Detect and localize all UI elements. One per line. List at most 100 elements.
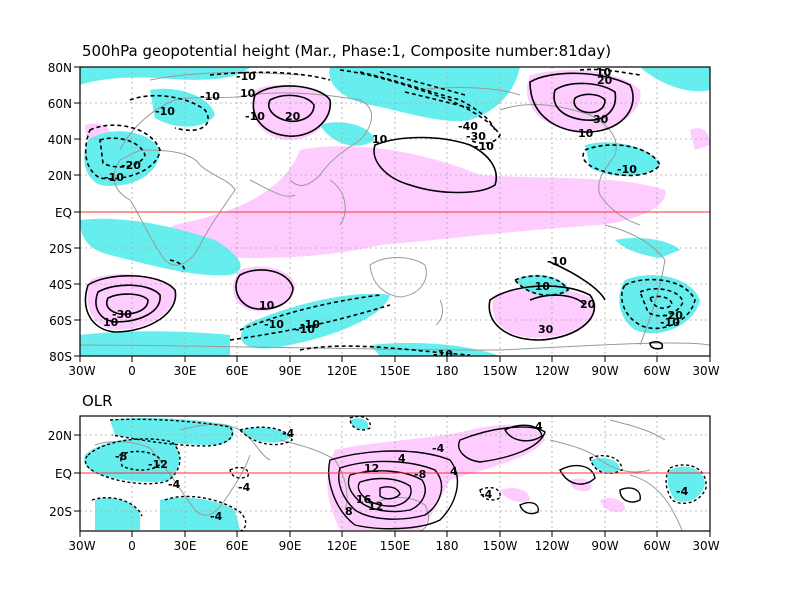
contour-label: -40 [458, 120, 478, 133]
contour-label: -20 [121, 159, 141, 172]
y-tick-label: 60N [48, 97, 72, 111]
contour-label: -4 [210, 510, 223, 523]
contour-label: -10 [433, 348, 453, 361]
bottom-map-panel: -8 -12 -4 -4 -4 -4 12 4 -8 4 16 12 8 -4 … [80, 416, 710, 531]
bottom-y-tick-labels: 20N EQ 20S [48, 429, 72, 519]
top-contour-labels: -10 10 -10 20 -10 10 -40 -30 -10 10 10 2… [103, 66, 683, 361]
contour-label: 10 [578, 127, 594, 140]
bottom-panel-title: OLR [82, 392, 113, 410]
contour-label: 10 [372, 133, 388, 146]
bottom-y-axis [74, 434, 80, 512]
bottom-contour-labels: -8 -12 -4 -4 -4 -4 12 4 -8 4 16 12 8 -4 … [115, 420, 689, 523]
top-negative-contours [84, 68, 696, 356]
x-tick-label: 60E [226, 364, 249, 378]
contour-label: -10 [245, 110, 265, 123]
contour-label: -4 [480, 488, 493, 501]
y-tick-label: 60S [49, 314, 72, 328]
contour-label: 10 [103, 316, 119, 329]
contour-label: -30 [112, 308, 132, 321]
contour-label: 10 [596, 66, 612, 79]
top-x-axis [79, 356, 711, 362]
contour-label: -10 [300, 318, 320, 331]
contour-label: -10 [104, 171, 124, 184]
top-positive-contours [84, 72, 664, 350]
top-y-axis [74, 66, 80, 357]
y-tick-label: 20S [49, 242, 72, 256]
contour-label: 10 [240, 87, 256, 100]
x-tick-label: 120E [327, 364, 358, 378]
contour-label: 12 [364, 462, 379, 475]
contour-label: -4 [432, 442, 445, 455]
contour-label: -4 [676, 485, 689, 498]
contour-label: 16 [356, 493, 372, 506]
bottom-x-axis [79, 531, 711, 537]
x-tick-label: 120E [327, 539, 358, 553]
top-y-tick-labels: 80N 60N 40N 20N EQ 20S 40S 60S 80S [48, 61, 72, 364]
contour-label: -10 [617, 163, 637, 176]
x-tick-label: 0 [128, 364, 136, 378]
x-tick-label: 120W [535, 539, 570, 553]
x-tick-label: 90W [591, 539, 618, 553]
top-x-tick-labels: 30W 0 30E 60E 90E 120E 150E 180 150W 120… [68, 364, 719, 378]
x-tick-label: 0 [128, 539, 136, 553]
bottom-negative-contours [84, 416, 707, 531]
x-tick-label: 180 [436, 539, 459, 553]
contour-label: -4 [282, 427, 295, 440]
x-tick-label: 180 [436, 364, 459, 378]
y-tick-label: EQ [55, 467, 72, 481]
contour-label: -4 [238, 481, 251, 494]
x-tick-label: 150W [483, 364, 518, 378]
contour-label: -10 [295, 323, 315, 336]
contour-label: 30 [538, 323, 554, 336]
x-tick-label: 30E [174, 539, 197, 553]
contour-label: 8 [345, 505, 353, 518]
x-tick-label: 120W [535, 364, 570, 378]
contour-label: 4 [398, 452, 406, 465]
contour-label: -12 [148, 458, 168, 471]
contour-label: -30 [466, 130, 486, 143]
y-tick-label: 40N [48, 133, 72, 147]
y-tick-label: 80N [48, 61, 72, 75]
x-tick-label: 60E [226, 539, 249, 553]
x-tick-label: 30W [692, 539, 719, 553]
contour-label: -10 [547, 255, 567, 268]
x-tick-label: 150W [483, 539, 518, 553]
x-tick-label: 30W [692, 364, 719, 378]
y-tick-label: EQ [55, 206, 72, 220]
y-tick-label: 20S [49, 505, 72, 519]
contour-label: -10 [474, 140, 494, 153]
contour-label: -10 [530, 280, 550, 293]
contour-label: 10 [259, 299, 275, 312]
x-tick-label: 60W [643, 539, 670, 553]
contour-label: 20 [285, 110, 301, 123]
contour-label: 30 [593, 113, 609, 126]
top-coastlines [80, 72, 710, 351]
x-tick-label: 30E [174, 364, 197, 378]
x-tick-label: 150E [380, 364, 411, 378]
x-tick-label: 30W [68, 364, 95, 378]
contour-label: 4 [535, 420, 543, 433]
contour-label: 12 [368, 500, 383, 513]
y-tick-label: 40S [49, 278, 72, 292]
x-tick-label: 30W [68, 539, 95, 553]
contour-label: -10 [660, 316, 680, 329]
top-map-panel: -10 10 -10 20 -10 10 -40 -30 -10 10 10 2… [80, 66, 710, 361]
bottom-positive-shading [327, 424, 625, 530]
x-tick-label: 60W [643, 364, 670, 378]
x-tick-label: 90E [279, 539, 302, 553]
contour-label: 4 [450, 465, 458, 478]
top-panel-title: 500hPa geopotential height (Mar., Phase:… [82, 42, 612, 60]
contour-label: -4 [168, 478, 181, 491]
contour-label: -10 [200, 90, 220, 103]
contour-label: 20 [597, 74, 613, 87]
y-tick-label: 20N [48, 429, 72, 443]
bottom-x-tick-labels: 30W 0 30E 60E 90E 120E 150E 180 150W 120… [68, 539, 719, 553]
contour-label: 20 [580, 298, 596, 311]
contour-label: -10 [264, 318, 284, 331]
contour-label: -20 [663, 309, 683, 322]
contour-label: -10 [236, 70, 256, 83]
y-tick-label: 20N [48, 169, 72, 183]
y-tick-label: 80S [49, 350, 72, 364]
contour-label: -10 [155, 105, 175, 118]
